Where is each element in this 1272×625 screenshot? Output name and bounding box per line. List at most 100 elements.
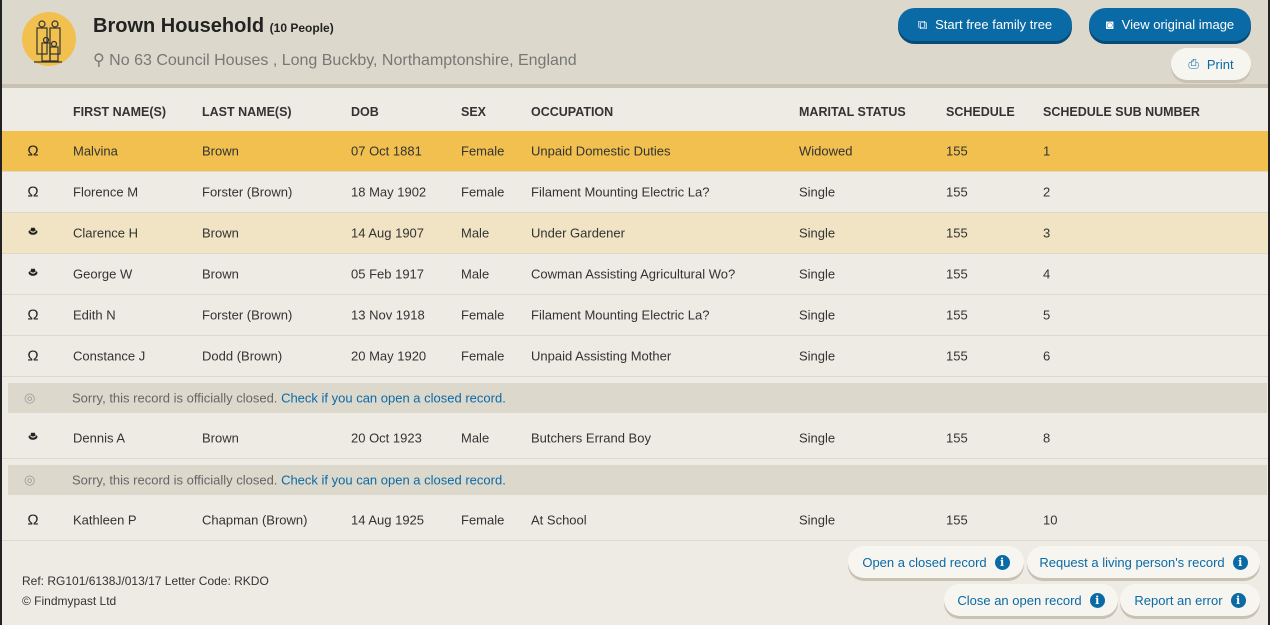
page-title: Brown Household (10 People) [93,15,334,37]
cell-marital: Single [799,430,836,446]
cell-dob: 18 May 1902 [351,184,427,200]
cell-schedule: 155 [946,143,968,159]
cell-sex: Female [461,348,505,364]
female-icon: Ω [27,183,39,201]
closed-message: Sorry, this record is officially closed.… [72,390,506,406]
cell-occupation: At School [531,512,587,528]
closed-message: Sorry, this record is officially closed.… [72,472,506,488]
cell-schedule: 155 [946,184,968,200]
col-schedule-sub-number: SCHEDULE SUB NUMBER [1043,104,1200,119]
cell-occupation: Butchers Errand Boy [531,430,651,446]
table-row[interactable]: Ω Malvina Brown 07 Oct 1881 Female Unpaid Dom… [2,131,1268,172]
open-closed-record-link[interactable]: Check if you can open a closed record. [281,390,506,406]
cell-first: Edith N [73,307,116,323]
col-dob: DOB [351,104,379,119]
cell-marital: Single [799,266,836,282]
cell-first: Constance J [73,348,146,364]
map-marker-icon: ⚲ [93,52,105,69]
report-error-button[interactable]: Report an error i [1120,584,1260,616]
request-living-person-record-button[interactable]: Request a living person's record i [1027,546,1260,578]
cell-sex: Male [461,266,490,282]
family-icon [22,12,76,66]
cell-last: Forster (Brown) [202,307,293,323]
cell-marital: Single [799,512,836,528]
cell-last: Brown [202,266,239,282]
cell-schedule: 155 [946,225,968,241]
closed-record-row: ◎ Sorry, this record is officially closed… [8,383,1267,413]
cell-sub: 1 [1043,143,1051,159]
cell-dob: 14 Aug 1907 [351,225,425,241]
cell-first: Malvina [73,143,118,159]
cell-schedule: 155 [946,430,968,446]
cell-first: Dennis A [73,430,126,446]
cell-sub: 5 [1043,307,1051,323]
male-icon: 🎩︎ [28,264,38,282]
cell-marital: Single [799,184,836,200]
start-family-tree-button[interactable]: ⧉ Start free family tree [898,8,1072,41]
cell-schedule: 155 [946,512,968,528]
cell-occupation: Filament Mounting Electric La? [531,307,710,323]
cell-sex: Female [461,184,505,200]
reference: Ref: RG101/6138J/013/17 Letter Code: RKD… [22,574,269,588]
hidden-eye-icon: ◎ [24,472,36,487]
col-last-name: LAST NAME(S) [202,104,292,119]
cell-dob: 14 Aug 1925 [351,512,425,528]
cell-sub: 6 [1043,348,1051,364]
cell-schedule: 155 [946,348,968,364]
female-icon: Ω [27,511,39,529]
table-row[interactable]: 🎩︎ George W Brown 05 Feb 1917 Male Cowman Ass… [2,254,1268,295]
cell-occupation: Filament Mounting Electric La? [531,184,710,200]
print-button[interactable]: ⎙ Print [1171,48,1251,80]
cell-occupation: Unpaid Domestic Duties [531,143,671,159]
view-original-image-button[interactable]: ◙ View original image [1089,8,1251,41]
table-row[interactable]: 🎩︎ Dennis A Brown 20 Oct 1923 Male Butchers E… [2,418,1268,459]
cell-sub: 8 [1043,430,1051,446]
open-closed-record-button[interactable]: Open a closed record i [848,546,1024,578]
cell-dob: 07 Oct 1881 [351,143,422,159]
male-icon: 🎩︎ [28,223,38,241]
cell-last: Chapman (Brown) [202,512,308,528]
cell-sub: 4 [1043,266,1051,282]
people-count: (10 People) [269,21,334,35]
cell-occupation: Under Gardener [531,225,625,241]
cell-schedule: 155 [946,307,968,323]
table-header: FIRST NAME(S) LAST NAME(S) DOB SEX OCCUP… [2,91,1268,132]
copyright: © Findmypast Ltd [22,594,117,608]
table-row[interactable]: Ω Edith N Forster (Brown) 13 Nov 1918 Female… [2,295,1268,336]
hidden-eye-icon: ◎ [24,390,36,405]
cell-sex: Female [461,307,505,323]
sitemap-icon: ⧉ [917,16,928,32]
address: ⚲ No 63 Council Houses , Long Buckby, No… [93,52,577,69]
info-icon: i [994,554,1010,570]
cell-dob: 13 Nov 1918 [351,307,425,323]
cell-last: Forster (Brown) [202,184,293,200]
cell-first: George W [73,266,133,282]
closed-record-row: ◎ Sorry, this record is officially closed… [8,465,1267,495]
cell-last: Brown [202,225,239,241]
cell-sex: Female [461,143,505,159]
open-closed-record-link[interactable]: Check if you can open a closed record. [281,472,506,488]
cell-occupation: Unpaid Assisting Mother [531,348,672,364]
cell-occupation: Cowman Assisting Agricultural Wo? [531,266,736,282]
table-row[interactable]: 🎩︎ Clarence H Brown 14 Aug 1907 Male Under Ga… [2,213,1268,254]
cell-last: Dodd (Brown) [202,348,283,364]
cell-marital: Single [799,348,836,364]
household-header: Brown Household (10 People) ⚲ No 63 Coun… [2,0,1268,88]
cell-sub: 10 [1043,512,1058,528]
cell-first: Clarence H [73,225,139,241]
cell-sex: Male [461,430,490,446]
cell-sex: Female [461,512,505,528]
cell-dob: 20 May 1920 [351,348,427,364]
table-row[interactable]: Ω Florence M Forster (Brown) 18 May 1902 Fem… [2,172,1268,213]
table-row[interactable]: Ω Constance J Dodd (Brown) 20 May 1920 Femal… [2,336,1268,377]
info-icon: i [1230,592,1246,608]
col-schedule: SCHEDULE [946,104,1015,119]
cell-schedule: 155 [946,266,968,282]
table-row[interactable]: Ω Kathleen P Chapman (Brown) 14 Aug 1925 Fem… [2,500,1268,541]
cell-marital: Single [799,225,836,241]
col-first-name: FIRST NAME(S) [73,104,167,119]
col-marital-status: MARITAL STATUS [799,104,906,119]
close-open-record-button[interactable]: Close an open record i [944,584,1118,616]
info-icon: i [1232,554,1248,570]
